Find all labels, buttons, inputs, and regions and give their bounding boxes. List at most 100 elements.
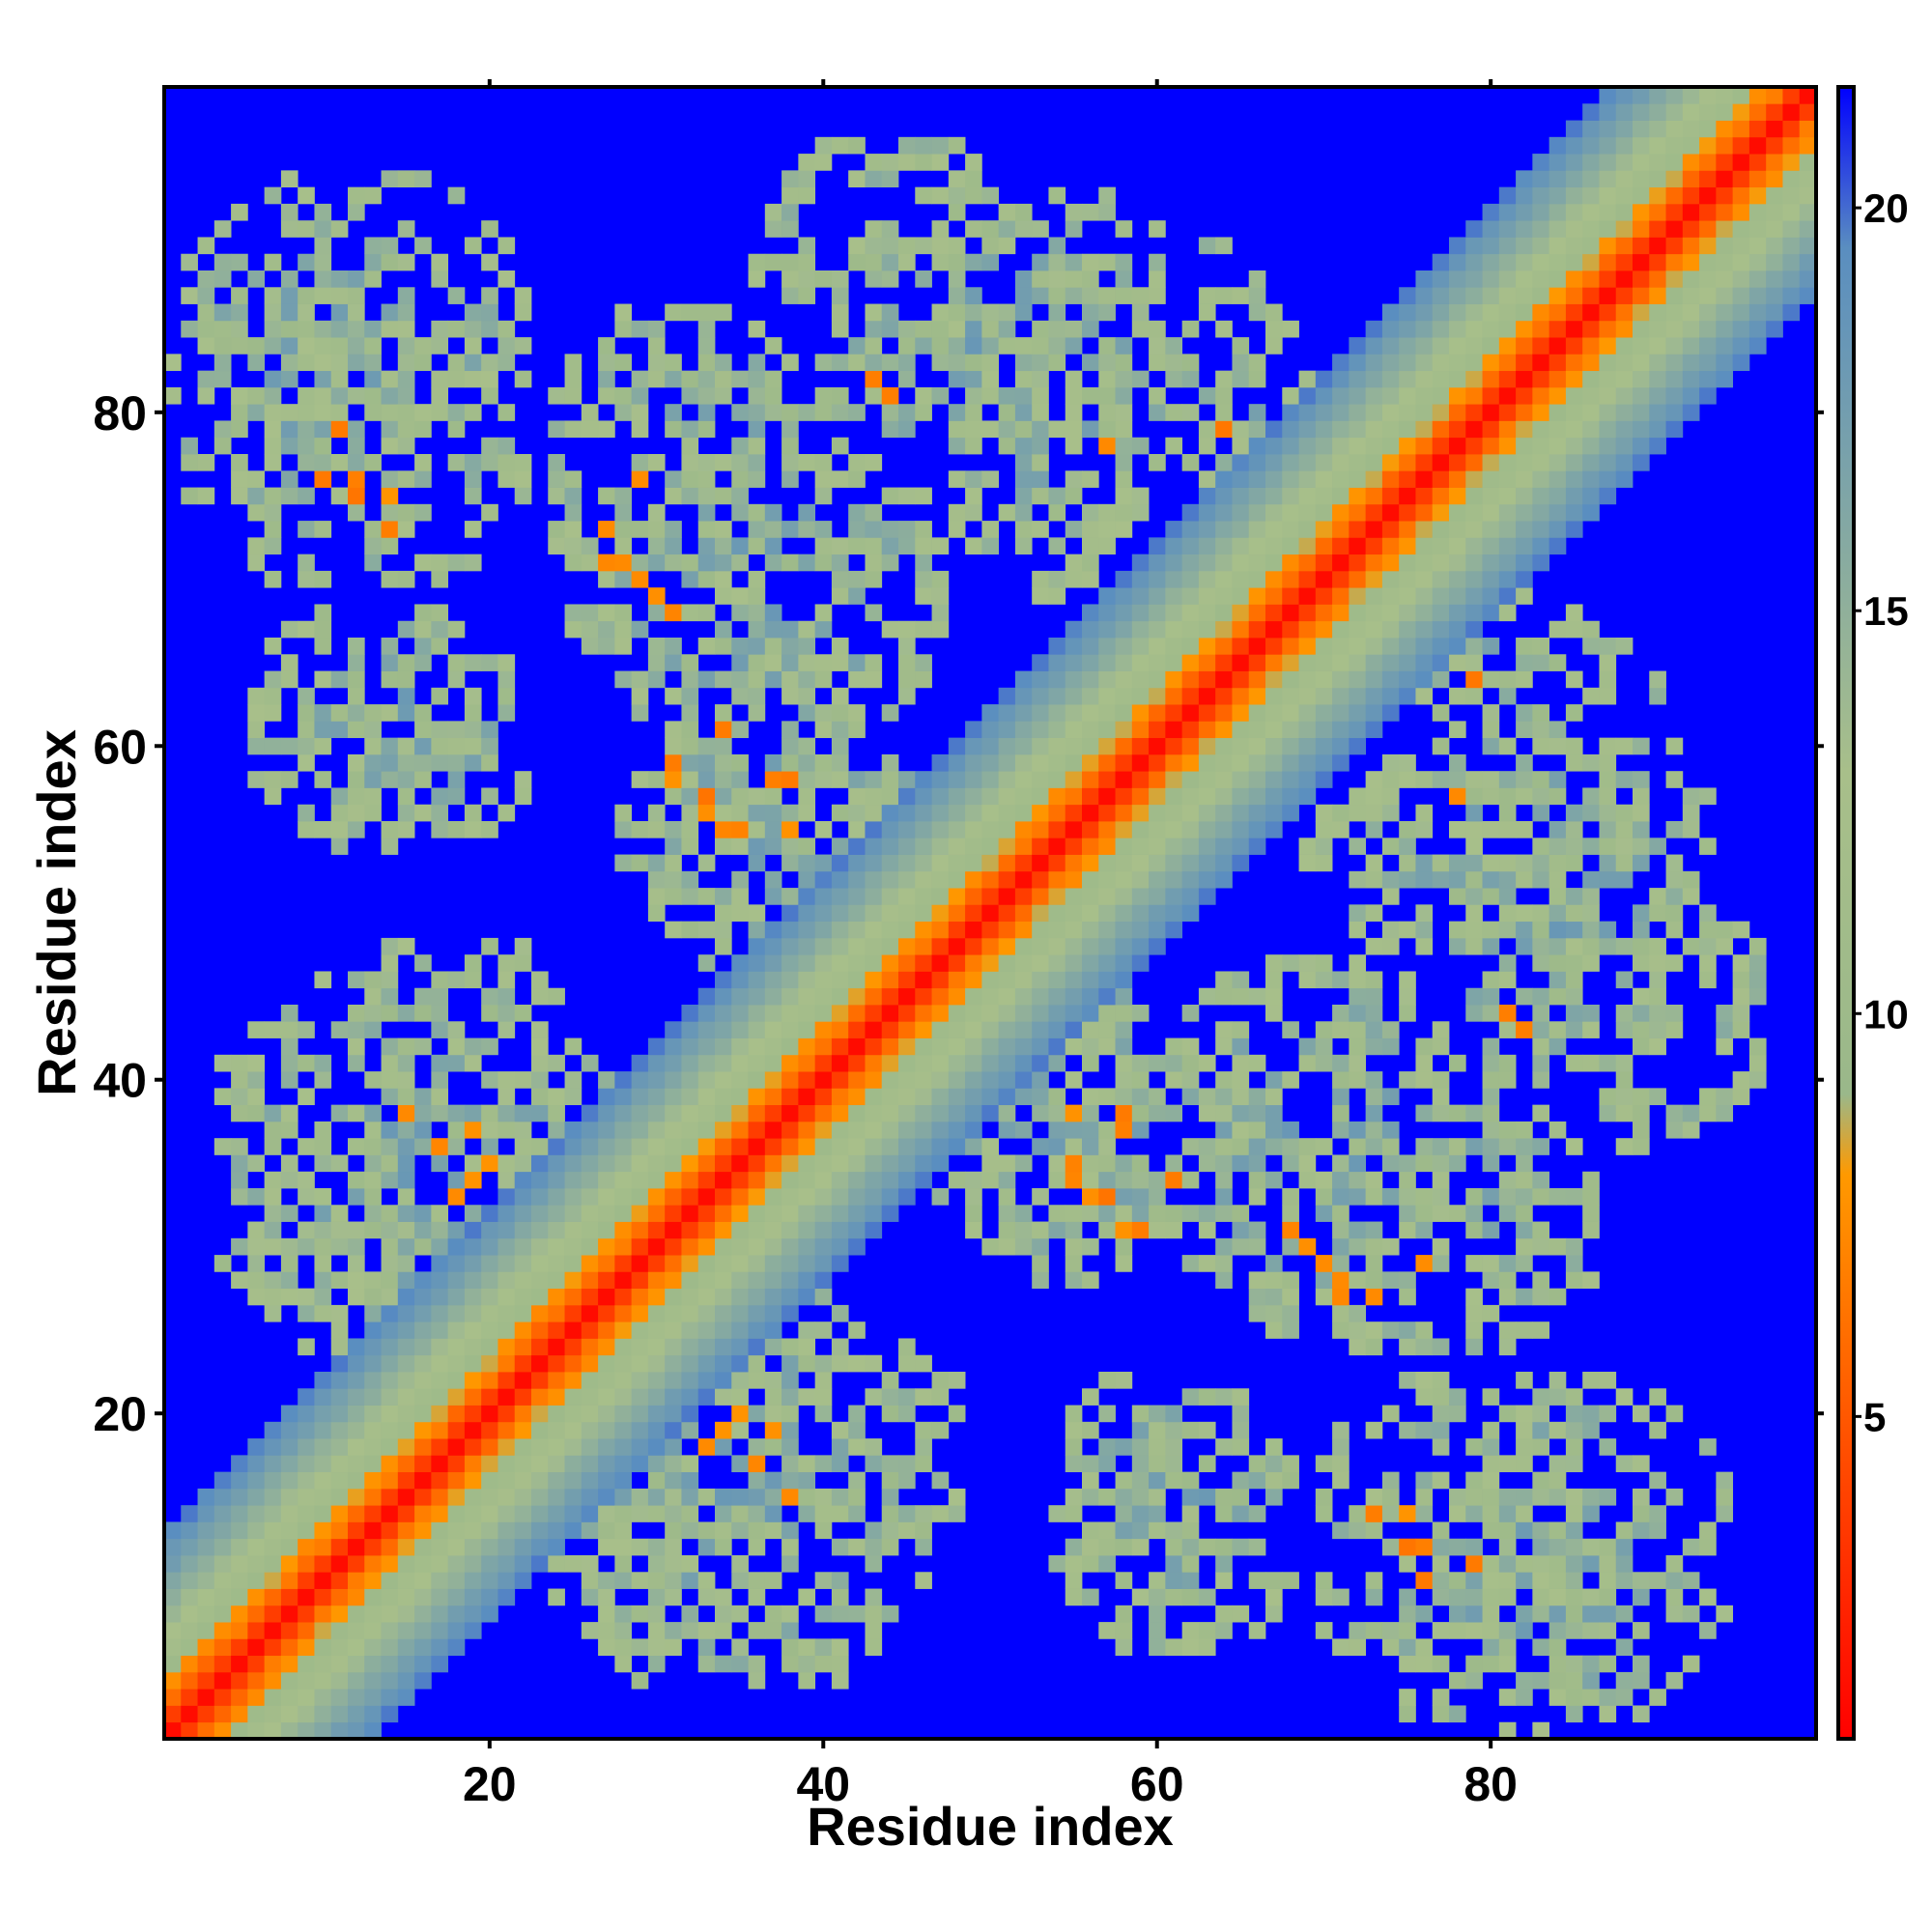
heatmap-cell <box>865 1037 883 1056</box>
heatmap-cell <box>598 1271 615 1290</box>
heatmap-cell <box>764 521 782 538</box>
heatmap-cell <box>1198 687 1216 705</box>
heatmap-cell <box>1265 737 1283 755</box>
heatmap-cell <box>1082 503 1099 522</box>
heatmap-cell <box>1498 1071 1517 1089</box>
heatmap-cell <box>831 1354 849 1373</box>
heatmap-cell <box>598 1104 615 1122</box>
heatmap-cell <box>364 1221 382 1239</box>
heatmap-cell <box>665 1121 682 1139</box>
heatmap-cell <box>231 1104 248 1122</box>
heatmap-cell <box>1498 454 1517 471</box>
heatmap-cell <box>781 1538 799 1556</box>
heatmap-cell <box>1232 287 1250 304</box>
heatmap-cell <box>1149 721 1166 739</box>
heatmap-cell <box>1082 787 1099 806</box>
heatmap-cell <box>381 170 399 188</box>
heatmap-cell <box>213 1538 232 1556</box>
heatmap-cell <box>715 1188 732 1206</box>
heatmap-cell <box>1248 670 1266 689</box>
heatmap-cell <box>631 854 649 872</box>
heatmap-cell <box>831 771 849 788</box>
heatmap-cell <box>931 604 950 622</box>
heatmap-cell <box>264 1237 282 1256</box>
heatmap-cell <box>614 804 633 822</box>
heatmap-cell <box>798 1488 816 1506</box>
heatmap-cell <box>298 1054 315 1072</box>
heatmap-cell <box>1149 1088 1166 1106</box>
heatmap-cell <box>1098 1171 1116 1189</box>
heatmap-cell <box>831 987 849 1006</box>
heatmap-cell <box>381 320 399 338</box>
heatmap-cell <box>1115 1021 1133 1038</box>
heatmap-cell <box>1381 303 1400 322</box>
heatmap-cell <box>1716 120 1734 138</box>
heatmap-cell <box>1682 1121 1700 1139</box>
heatmap-cell <box>1449 620 1466 639</box>
heatmap-cell <box>1633 1121 1650 1139</box>
heatmap-cell <box>1432 270 1450 288</box>
heatmap-cell <box>1432 370 1450 388</box>
heatmap-cell <box>247 1021 266 1038</box>
heatmap-cell <box>1415 1638 1434 1657</box>
heatmap-cell <box>314 1221 332 1239</box>
heatmap-cell <box>381 737 399 755</box>
heatmap-cell <box>665 771 682 788</box>
heatmap-cell <box>1399 587 1416 605</box>
heatmap-cell <box>364 237 382 255</box>
heatmap-cell <box>1082 1538 1099 1556</box>
heatmap-cell <box>1048 1121 1066 1139</box>
heatmap-cell <box>1548 721 1567 739</box>
heatmap-cell <box>1381 638 1400 655</box>
heatmap-cell <box>631 1138 649 1155</box>
heatmap-cell <box>1315 854 1333 872</box>
heatmap-cell <box>1415 1138 1434 1155</box>
heatmap-cell <box>915 1037 932 1056</box>
heatmap-cell <box>715 1521 732 1540</box>
heatmap-cell <box>981 220 1000 238</box>
heatmap-cell <box>1381 487 1400 505</box>
heatmap-cell <box>280 1288 298 1306</box>
heatmap-cell <box>748 638 766 655</box>
heatmap-cell <box>915 904 932 923</box>
heatmap-cell <box>531 1021 549 1038</box>
heatmap-cell <box>848 1221 866 1239</box>
heatmap-cell <box>314 721 332 739</box>
heatmap-cell <box>1282 721 1299 739</box>
heatmap-cell <box>1548 1372 1567 1389</box>
heatmap-cell <box>1215 787 1233 806</box>
heatmap-cell <box>1633 87 1650 104</box>
heatmap-cell <box>381 1237 399 1256</box>
heatmap-cell <box>1115 1638 1133 1657</box>
heatmap-cell <box>1465 370 1483 388</box>
heatmap-cell <box>848 1488 866 1506</box>
heatmap-cell <box>548 1488 565 1506</box>
heatmap-cell <box>364 270 382 288</box>
heatmap-cell <box>497 971 516 989</box>
heatmap-cell <box>1181 604 1200 622</box>
heatmap-cell <box>298 554 315 572</box>
heatmap-cell <box>1065 521 1083 538</box>
heatmap-cell <box>1349 870 1367 889</box>
heatmap-cell <box>1415 687 1434 705</box>
heatmap-cell <box>1615 337 1634 355</box>
heatmap-cell <box>865 1071 883 1089</box>
heatmap-cell <box>164 1689 182 1706</box>
heatmap-cell <box>314 1237 332 1256</box>
heatmap-cell <box>1349 1304 1367 1322</box>
heatmap-cell <box>898 787 916 806</box>
heatmap-cell <box>514 1338 532 1356</box>
heatmap-cell <box>1599 237 1617 255</box>
heatmap-cell <box>1465 537 1483 555</box>
heatmap-cell <box>715 1121 732 1139</box>
heatmap-cell <box>1332 1104 1350 1122</box>
heatmap-cell <box>1615 220 1634 238</box>
heatmap-cell <box>798 270 816 288</box>
heatmap-cell <box>364 1171 382 1189</box>
heatmap-cell <box>1582 287 1600 304</box>
heatmap-cell <box>1465 270 1483 288</box>
heatmap-cell <box>1131 1488 1150 1506</box>
heatmap-cell <box>531 1372 549 1389</box>
heatmap-cell <box>1498 537 1517 555</box>
heatmap-cell <box>1215 1071 1233 1089</box>
